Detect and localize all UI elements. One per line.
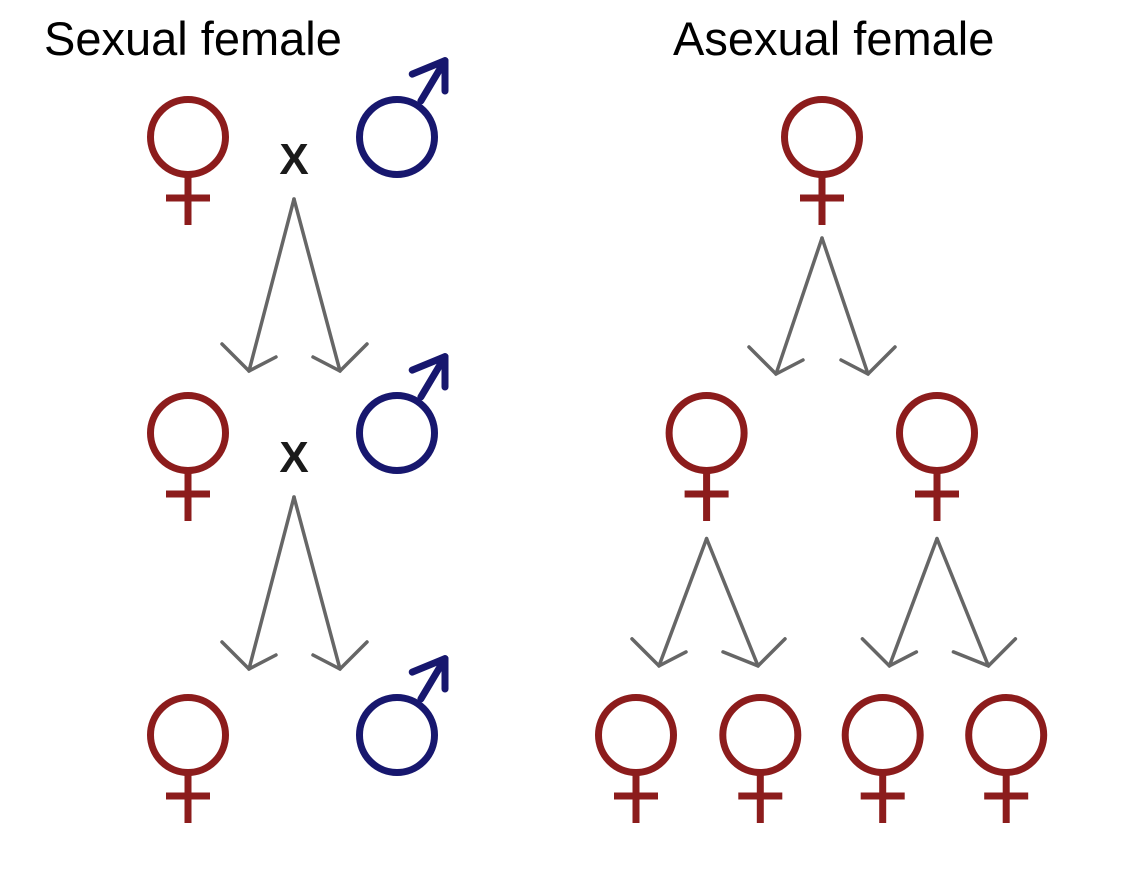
svg-text:X: X — [279, 135, 308, 184]
svg-text:X: X — [279, 433, 308, 482]
